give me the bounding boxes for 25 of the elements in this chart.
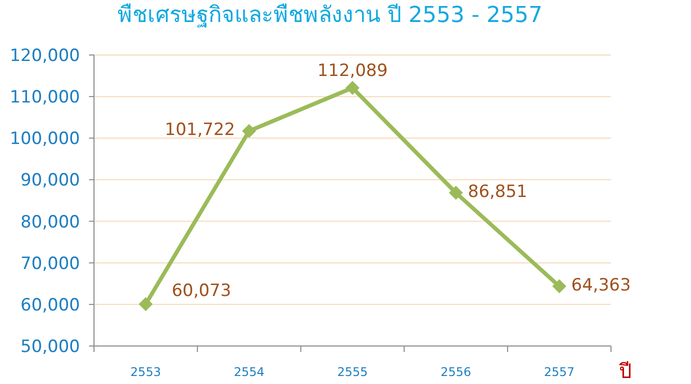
data-label: 101,722 xyxy=(164,120,236,140)
data-label: 86,851 xyxy=(468,182,528,202)
data-label: 60,073 xyxy=(172,281,232,302)
x-tick-label: 2557 xyxy=(544,365,575,379)
point xyxy=(138,297,153,312)
y-tick-label: 90,000 xyxy=(20,170,80,191)
y-tick-label: 110,000 xyxy=(10,88,80,108)
point xyxy=(448,186,463,200)
y-tick-label: 100,000 xyxy=(10,129,80,150)
x-tick-label: 2556 xyxy=(440,365,472,379)
data-label: 64,363 xyxy=(571,275,631,296)
x-tick-label: 2554 xyxy=(234,365,264,379)
y-tick-label: 80,000 xyxy=(20,212,80,232)
x-axis-title: ปี xyxy=(619,359,632,383)
data-label: 112,089 xyxy=(317,60,388,81)
point xyxy=(552,279,566,294)
y-tick-label: 60,000 xyxy=(20,295,80,316)
y-tick-label: 50,000 xyxy=(20,337,80,357)
chart-title: พืชเศรษฐกิจและพืชพลังงาน ปี 2553 - 2557 xyxy=(118,3,542,28)
point xyxy=(346,80,360,95)
y-tick-label: 70,000 xyxy=(20,254,80,274)
x-tick-label: 2553 xyxy=(130,365,161,379)
x-tick-label: 2555 xyxy=(337,365,368,379)
point xyxy=(242,124,256,138)
y-tick-label: 120,000 xyxy=(10,46,80,66)
